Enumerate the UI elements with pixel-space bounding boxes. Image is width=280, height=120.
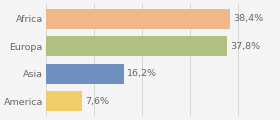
Text: 16,2%: 16,2% xyxy=(127,69,157,78)
Bar xyxy=(46,9,230,29)
Bar xyxy=(46,91,82,111)
Bar xyxy=(46,36,227,56)
Text: 7,6%: 7,6% xyxy=(85,97,109,106)
Text: 37,8%: 37,8% xyxy=(230,42,260,51)
Text: 38,4%: 38,4% xyxy=(233,14,263,23)
Bar xyxy=(46,64,123,84)
